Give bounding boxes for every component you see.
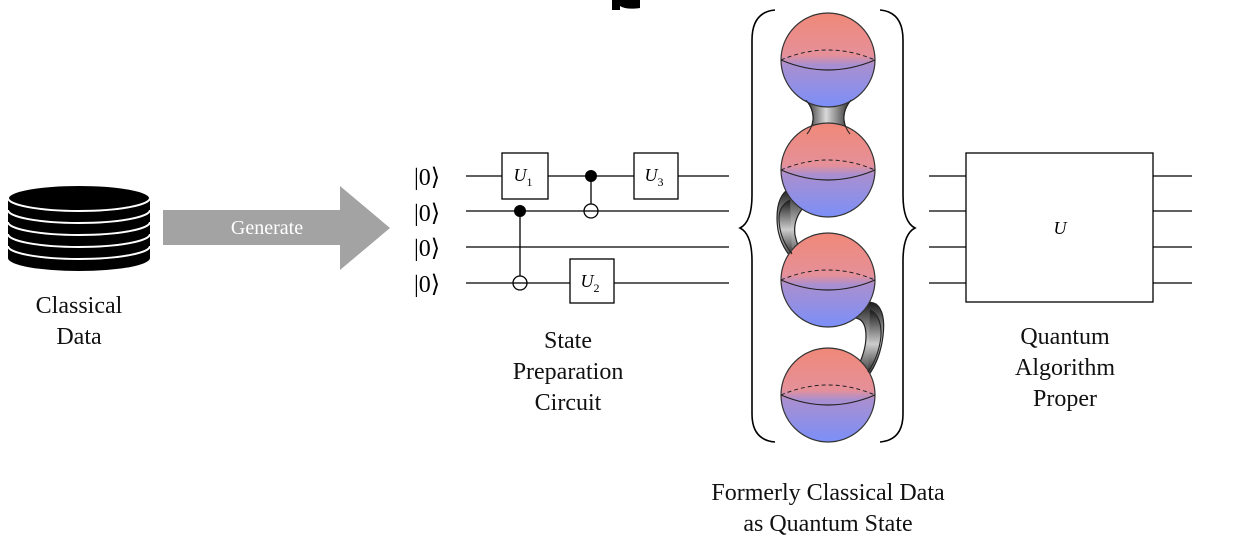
database-icon [7,184,151,271]
unitary-label: U [1054,218,1068,238]
cnot-gate-1 [512,205,528,291]
qubit-sphere-4 [780,347,876,443]
caption-line: Classical [35,293,123,319]
right-brace [879,9,917,443]
caption-line: Proper [1033,386,1097,412]
ket-label-1: |0⟩ [414,165,440,191]
algorithm-block: U [929,152,1192,303]
caption-line: Data [56,324,102,350]
caption-line: Algorithm [1015,355,1115,381]
caption-line: Circuit [534,390,602,416]
gate-u3: U3 [633,152,679,200]
caption-line: as Quantum State [743,511,913,537]
cnot-gate-2 [583,170,599,219]
unitary-box [965,152,1154,303]
ket-label-4: |0⟩ [414,272,440,298]
ket-label-3: |0⟩ [414,236,440,262]
qubit-sphere-1 [780,12,876,108]
cropped-title-fragment [612,0,640,10]
left-brace [738,9,776,443]
caption-line: State [544,328,592,354]
classical-data-caption: Classical Data [14,291,144,353]
ket-label-2: |0⟩ [414,201,440,227]
circuit-wires [466,175,729,284]
state-prep-caption: State Preparation Circuit [488,326,648,419]
svg-text:U2: U2 [581,271,600,295]
quantum-state [738,9,917,443]
generate-arrow: Generate [163,186,390,270]
algorithm-caption: Quantum Algorithm Proper [990,322,1140,415]
svg-text:U1: U1 [514,165,533,189]
qubit-sphere-2 [780,122,876,218]
caption-line: Preparation [512,359,624,385]
caption-line: Quantum [1020,324,1110,350]
control-dot [514,205,526,217]
control-dot [585,170,597,182]
gate-u1: U1 [501,152,549,200]
state-prep-circuit: |0⟩ |0⟩ |0⟩ |0⟩ [414,152,729,304]
qubit-sphere-3 [780,232,876,328]
gate-u2: U2 [569,258,615,304]
svg-text:U3: U3 [645,165,664,189]
caption-line: Formerly Classical Data [711,480,945,506]
quantum-state-caption: Formerly Classical Data as Quantum State [678,478,978,540]
generate-label: Generate [231,217,303,239]
